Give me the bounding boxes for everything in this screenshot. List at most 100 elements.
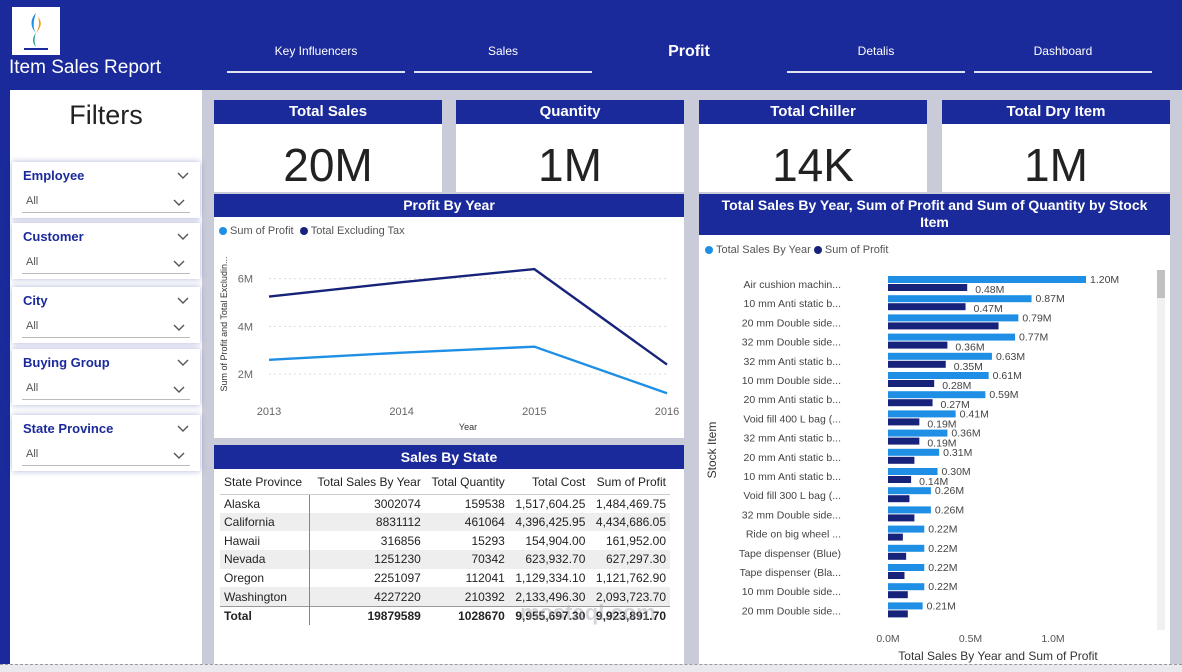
chart-scrollbar[interactable]: [1157, 270, 1165, 630]
column-header[interactable]: Total Sales By Year: [309, 470, 425, 495]
bar-sum-of-profit[interactable]: [888, 380, 935, 387]
bar-sum-of-profit[interactable]: [888, 399, 933, 407]
data-label: 0.35M: [954, 361, 983, 373]
bar-sum-of-profit[interactable]: [888, 514, 915, 522]
data-label: 0.41M: [960, 408, 989, 420]
bar-total-sales[interactable]: [888, 429, 948, 437]
panel-divider: [686, 97, 698, 672]
chart-scrollbar-thumb[interactable]: [1157, 270, 1165, 298]
filter-dropdown[interactable]: All: [22, 191, 190, 213]
bar-total-sales[interactable]: [888, 564, 925, 571]
data-label: 1.20M: [1090, 274, 1119, 286]
table-row[interactable]: Hawaii 316856 15293 154,904.00 161,952.00: [220, 531, 670, 551]
tab-details[interactable]: Detalis: [857, 44, 895, 58]
filter-value: All: [26, 448, 39, 460]
filter-dropdown[interactable]: All: [22, 378, 190, 400]
filter-city[interactable]: City All: [12, 287, 200, 343]
table-row[interactable]: California 8831112 461064 4,396,425.95 4,434…: [220, 512, 670, 532]
stock-legend: Total Sales By Year Sum of Profit: [705, 244, 888, 256]
bar-sum-of-profit[interactable]: [888, 476, 912, 483]
chevron-down-icon[interactable]: [176, 421, 190, 435]
bar-total-sales[interactable]: [888, 487, 931, 495]
table-row[interactable]: Oregon 2251097 112041 1,129,334.10 1,121,762…: [220, 568, 670, 588]
bar-sum-of-profit[interactable]: [888, 360, 946, 368]
chevron-down-icon[interactable]: [176, 355, 190, 369]
chevron-down-icon[interactable]: [176, 168, 190, 182]
kpi-label: Total Chiller: [699, 100, 927, 124]
bar-total-sales[interactable]: [888, 525, 925, 533]
bar-total-sales[interactable]: [888, 276, 1086, 283]
table-cell: 461064: [424, 512, 509, 532]
table-total-row[interactable]: Total 19879589 1028670 9,955,697.30 9,923,89…: [220, 605, 670, 625]
data-label: 0.22M: [928, 524, 957, 536]
filter-dropdown[interactable]: All: [22, 444, 190, 466]
left-accent-bar: [0, 90, 10, 672]
x-axis-label: Total Sales By Year and Sum of Profit: [898, 649, 1098, 663]
bar-total-sales[interactable]: [888, 372, 989, 379]
chevron-down-icon[interactable]: [176, 293, 190, 307]
column-header[interactable]: Total Cost: [508, 470, 590, 495]
series-line[interactable]: [268, 267, 668, 366]
bar-total-sales[interactable]: [888, 352, 992, 360]
filter-dropdown[interactable]: All: [22, 252, 190, 274]
series-line[interactable]: [268, 345, 668, 395]
filter-employee[interactable]: Employee All: [12, 162, 200, 218]
category-label: 32 mm Double side...: [742, 337, 841, 349]
bar-total-sales[interactable]: [888, 544, 925, 552]
bar-sum-of-profit[interactable]: [888, 322, 999, 330]
filter-dropdown[interactable]: All: [22, 316, 190, 338]
tab-profit[interactable]: Profit: [668, 43, 710, 60]
legend-swatch: [299, 227, 308, 236]
bar-sum-of-profit[interactable]: [888, 341, 948, 349]
bar-sum-of-profit[interactable]: [888, 552, 907, 560]
bar-sum-of-profit[interactable]: [888, 437, 920, 445]
filter-customer[interactable]: Customer All: [12, 223, 200, 279]
bar-sum-of-profit[interactable]: [888, 610, 908, 618]
column-header[interactable]: Total Quantity: [424, 470, 509, 495]
column-header[interactable]: State Province: [220, 470, 310, 495]
kpi-value: 20M: [283, 139, 373, 191]
filter-buying-group[interactable]: Buying Group All: [12, 349, 200, 405]
bar-sum-of-profit[interactable]: [888, 284, 968, 291]
bar-sum-of-profit[interactable]: [888, 572, 905, 579]
bar-sum-of-profit[interactable]: [888, 495, 910, 503]
table-row[interactable]: Washington 4227220 210392 2,133,496.30 2,093…: [220, 587, 670, 607]
data-label: 0.61M: [993, 370, 1022, 382]
bar-total-sales[interactable]: [888, 314, 1019, 322]
bar-total-sales[interactable]: [888, 583, 925, 591]
bar-sum-of-profit[interactable]: [888, 591, 908, 599]
bar-sum-of-profit[interactable]: [888, 418, 920, 426]
chevron-down-icon[interactable]: [176, 229, 190, 243]
filters-title: Filters: [69, 100, 143, 130]
bar-total-sales[interactable]: [888, 506, 931, 514]
bar-total-sales[interactable]: [888, 448, 940, 456]
bar-total-sales[interactable]: [888, 295, 1032, 303]
table-row[interactable]: Nevada 1251230 70342 623,932.70 627,297.30: [220, 550, 670, 569]
stock-bar-chart[interactable]: Air cushion machin... 1.20M 0.48M 10 mm Ant…: [699, 262, 1170, 666]
bar-total-sales[interactable]: [888, 602, 923, 610]
y-axis-label: Stock Item: [705, 422, 719, 479]
bar-total-sales[interactable]: [888, 468, 938, 475]
bar-sum-of-profit[interactable]: [888, 456, 915, 464]
chevron-down-icon: [173, 324, 185, 331]
bar-sum-of-profit[interactable]: [888, 533, 903, 541]
bar-total-sales[interactable]: [888, 410, 956, 418]
bar-total-sales[interactable]: [888, 391, 986, 399]
table-cell: 70342: [424, 550, 509, 569]
profit-line-chart[interactable]: 2M 4M 6M 2013 2014 2015 2016 Year Sum of Profit …: [214, 240, 684, 438]
table-cell: Alaska: [220, 494, 310, 513]
profit-legend: Sum of Profit Total Excluding Tax: [219, 225, 405, 237]
tab-key-influencers-underline: [227, 71, 405, 73]
column-header[interactable]: Sum of Profit: [589, 470, 670, 495]
tab-dashboard[interactable]: Dashboard: [1033, 44, 1093, 58]
tab-key-influencers[interactable]: Key Influencers: [274, 44, 358, 58]
legend-swatch: [219, 227, 227, 236]
panel-title: Profit By Year: [214, 194, 684, 217]
table-cell: Oregon: [220, 568, 310, 588]
bar-total-sales[interactable]: [888, 333, 1016, 341]
bar-sum-of-profit[interactable]: [888, 303, 966, 311]
tab-sales[interactable]: Sales: [487, 44, 519, 58]
filter-state-province[interactable]: State Province All: [12, 415, 200, 471]
table-row[interactable]: Alaska 3002074 159538 1,517,604.25 1,484,469…: [220, 494, 670, 513]
table-cell: 159538: [464, 496, 505, 511]
